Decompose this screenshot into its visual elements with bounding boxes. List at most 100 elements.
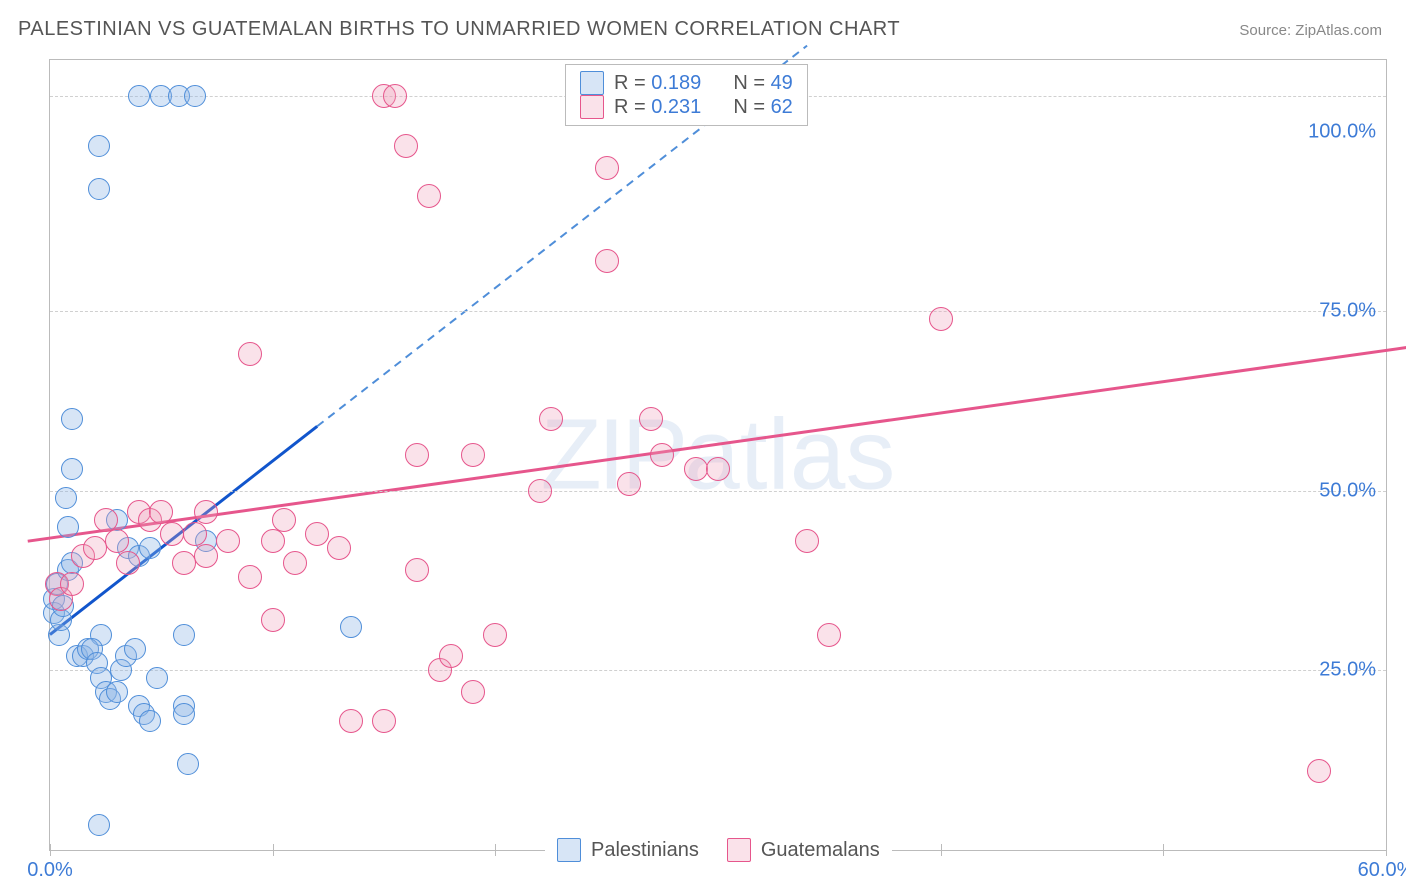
- trendlines-layer: [50, 60, 1386, 850]
- data-point-guatemalans: [305, 522, 329, 546]
- watermark-text: ZIPatlas: [541, 398, 896, 513]
- data-point-guatemalans: [327, 536, 351, 560]
- data-point-guatemalans: [483, 623, 507, 647]
- chart-title: PALESTINIAN VS GUATEMALAN BIRTHS TO UNMA…: [18, 18, 900, 41]
- data-point-guatemalans: [372, 709, 396, 733]
- data-point-palestinians: [124, 638, 146, 660]
- data-point-guatemalans: [929, 307, 953, 331]
- data-point-guatemalans: [617, 472, 641, 496]
- legend-series-label: Guatemalans: [761, 839, 880, 862]
- data-point-guatemalans: [383, 84, 407, 108]
- legend-r-label: R = 0.189: [614, 72, 701, 95]
- data-point-guatemalans: [83, 536, 107, 560]
- data-point-guatemalans: [261, 529, 285, 553]
- legend-series-label: Palestinians: [591, 839, 699, 862]
- data-point-guatemalans: [650, 443, 674, 467]
- y-tick-label: 75.0%: [1319, 300, 1376, 323]
- data-point-palestinians: [128, 85, 150, 107]
- data-point-palestinians: [88, 814, 110, 836]
- correlation-legend: R = 0.189 N = 49 R = 0.231 N = 62: [565, 64, 808, 126]
- data-point-guatemalans: [417, 184, 441, 208]
- x-tick: [1163, 844, 1164, 856]
- data-point-guatemalans: [94, 508, 118, 532]
- data-point-guatemalans: [160, 522, 184, 546]
- legend-swatch: [727, 838, 751, 862]
- data-point-guatemalans: [272, 508, 296, 532]
- legend-n-label: N = 62: [733, 96, 793, 119]
- data-point-guatemalans: [238, 565, 262, 589]
- data-point-guatemalans: [539, 407, 563, 431]
- legend-item: Guatemalans: [727, 838, 880, 862]
- x-tick: [941, 844, 942, 856]
- data-point-guatemalans: [60, 572, 84, 596]
- data-point-palestinians: [173, 624, 195, 646]
- data-point-guatemalans: [261, 608, 285, 632]
- data-point-guatemalans: [216, 529, 240, 553]
- data-point-guatemalans: [639, 407, 663, 431]
- data-point-guatemalans: [405, 558, 429, 582]
- data-point-guatemalans: [116, 551, 140, 575]
- data-point-palestinians: [146, 667, 168, 689]
- gridline: [50, 491, 1386, 492]
- data-point-palestinians: [139, 537, 161, 559]
- data-point-guatemalans: [461, 443, 485, 467]
- data-point-guatemalans: [595, 249, 619, 273]
- data-point-guatemalans: [528, 479, 552, 503]
- x-tick: [495, 844, 496, 856]
- data-point-guatemalans: [439, 644, 463, 668]
- data-point-guatemalans: [339, 709, 363, 733]
- x-tick-label: 0.0%: [27, 859, 73, 882]
- x-tick: [1386, 844, 1387, 856]
- data-point-guatemalans: [461, 680, 485, 704]
- legend-r-label: R = 0.231: [614, 96, 701, 119]
- data-point-guatemalans: [706, 457, 730, 481]
- data-point-guatemalans: [194, 544, 218, 568]
- data-point-palestinians: [177, 753, 199, 775]
- data-point-palestinians: [61, 408, 83, 430]
- data-point-guatemalans: [684, 457, 708, 481]
- data-point-palestinians: [173, 703, 195, 725]
- source-attribution: Source: ZipAtlas.com: [1239, 22, 1382, 39]
- data-point-guatemalans: [817, 623, 841, 647]
- y-tick-label: 25.0%: [1319, 659, 1376, 682]
- data-point-palestinians: [106, 681, 128, 703]
- gridline: [50, 311, 1386, 312]
- data-point-palestinians: [88, 178, 110, 200]
- data-point-guatemalans: [1307, 759, 1331, 783]
- x-tick: [50, 844, 51, 856]
- data-point-guatemalans: [595, 156, 619, 180]
- data-point-guatemalans: [172, 551, 196, 575]
- gridline: [50, 670, 1386, 671]
- legend-item: Palestinians: [557, 838, 699, 862]
- data-point-palestinians: [57, 516, 79, 538]
- data-point-guatemalans: [238, 342, 262, 366]
- x-tick-label: 60.0%: [1358, 859, 1406, 882]
- legend-swatch: [580, 71, 604, 95]
- scatter-plot-area: ZIPatlas 25.0%50.0%75.0%100.0%0.0%60.0%: [50, 60, 1386, 850]
- source-name: ZipAtlas.com: [1295, 22, 1382, 39]
- data-point-guatemalans: [394, 134, 418, 158]
- data-point-palestinians: [139, 710, 161, 732]
- legend-row: R = 0.231 N = 62: [580, 95, 793, 119]
- data-point-guatemalans: [405, 443, 429, 467]
- series-legend: Palestinians Guatemalans: [545, 834, 892, 866]
- legend-swatch: [580, 95, 604, 119]
- legend-row: R = 0.189 N = 49: [580, 71, 793, 95]
- data-point-guatemalans: [283, 551, 307, 575]
- y-tick-label: 100.0%: [1308, 120, 1376, 143]
- data-point-guatemalans: [149, 500, 173, 524]
- data-point-palestinians: [88, 135, 110, 157]
- legend-n-label: N = 49: [733, 72, 793, 95]
- data-point-palestinians: [55, 487, 77, 509]
- y-tick-label: 50.0%: [1319, 479, 1376, 502]
- data-point-guatemalans: [194, 500, 218, 524]
- data-point-guatemalans: [795, 529, 819, 553]
- x-tick: [273, 844, 274, 856]
- data-point-guatemalans: [183, 522, 207, 546]
- legend-swatch: [557, 838, 581, 862]
- data-point-palestinians: [340, 616, 362, 638]
- data-point-palestinians: [184, 85, 206, 107]
- data-point-guatemalans: [105, 529, 129, 553]
- source-prefix: Source:: [1239, 22, 1295, 39]
- data-point-palestinians: [61, 458, 83, 480]
